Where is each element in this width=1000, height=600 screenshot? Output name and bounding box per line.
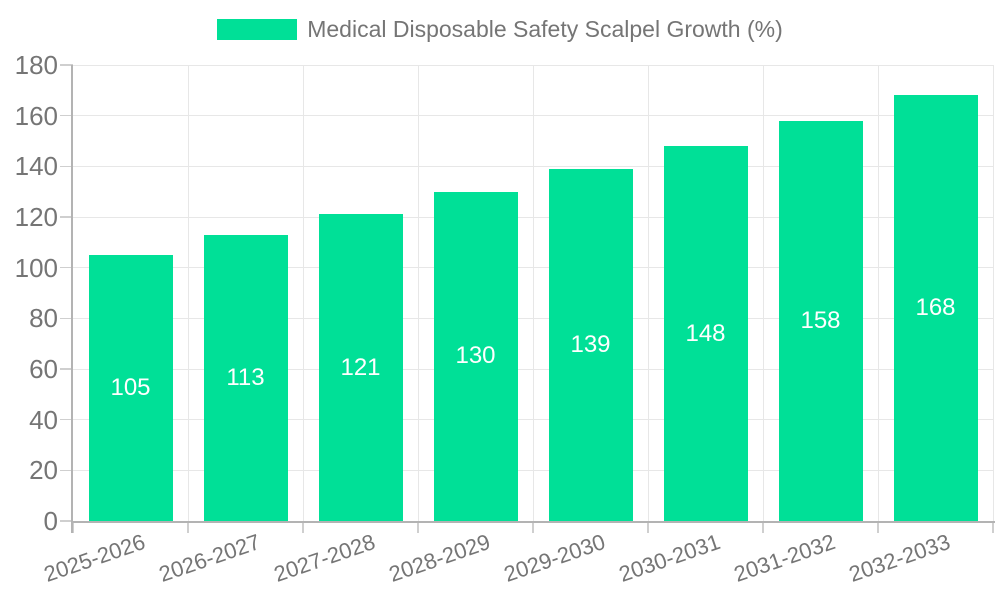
y-tick	[60, 216, 73, 218]
y-tick	[60, 317, 73, 320]
bar: 158	[778, 120, 863, 521]
bar: 113	[203, 234, 288, 521]
x-axis-tick-label: 2031-2032	[731, 529, 839, 587]
legend[interactable]: Medical Disposable Safety Scalpel Growth…	[0, 16, 1000, 43]
x-tick	[417, 521, 419, 533]
y-axis-tick-label: 60	[29, 354, 58, 384]
bar: 105	[88, 255, 173, 521]
bar-value-label: 121	[340, 353, 381, 381]
bar-value-label: 113	[226, 363, 265, 391]
bar: 121	[318, 214, 403, 521]
bar: 148	[663, 146, 748, 521]
x-gridline	[992, 65, 994, 521]
bar-value-label: 168	[915, 294, 956, 322]
y-tick	[60, 165, 73, 168]
bar: 130	[433, 191, 518, 521]
x-tick	[877, 521, 879, 533]
bar: 168	[893, 95, 978, 521]
x-tick	[72, 521, 74, 533]
y-tick	[60, 64, 73, 66]
y-tick	[60, 469, 73, 472]
x-axis-tick-label: 2028-2029	[386, 529, 494, 587]
x-gridline	[187, 65, 189, 521]
x-tick	[187, 521, 189, 533]
bar-value-label: 158	[800, 306, 841, 334]
x-gridline	[877, 65, 879, 521]
x-gridline	[417, 65, 419, 521]
x-tick	[992, 521, 994, 533]
x-tick	[762, 521, 764, 533]
y-axis-tick-label: 160	[14, 100, 58, 131]
y-axis-tick-label: 140	[14, 151, 58, 182]
y-axis-tick-label: 20	[29, 455, 58, 486]
y-tick	[60, 114, 73, 117]
legend-swatch	[217, 19, 298, 40]
x-gridline	[532, 65, 534, 521]
y-axis-tick-label: 0	[43, 506, 58, 536]
bar-value-label: 130	[455, 342, 496, 370]
x-tick	[302, 521, 304, 533]
y-axis-tick-label: 40	[29, 404, 58, 435]
x-gridline	[762, 65, 764, 521]
x-tick	[647, 521, 649, 533]
x-tick	[532, 521, 534, 533]
y-axis-tick-label: 80	[29, 303, 58, 334]
y-axis-tick-label: 100	[14, 252, 58, 283]
x-gridline	[302, 65, 304, 521]
y-tick	[60, 368, 73, 370]
bar: 139	[548, 168, 633, 521]
y-axis-tick-label: 120	[14, 202, 58, 232]
x-axis-tick-label: 2032-2033	[846, 529, 954, 587]
x-axis-line	[71, 520, 995, 523]
bar-value-label: 105	[110, 374, 151, 401]
y-axis-tick-label: 180	[14, 50, 58, 80]
x-axis-tick-label: 2025-2026	[41, 529, 149, 587]
y-tick	[60, 266, 73, 269]
y-tick	[60, 418, 73, 421]
x-axis-tick-label: 2026-2027	[156, 529, 264, 587]
legend-label: Medical Disposable Safety Scalpel Growth…	[307, 16, 783, 42]
bar-value-label: 139	[570, 330, 611, 358]
x-gridline	[647, 65, 649, 521]
bar-value-label: 148	[685, 319, 726, 347]
x-axis-tick-label: 2027-2028	[271, 529, 379, 587]
x-axis-tick-label: 2029-2030	[501, 529, 609, 587]
y-tick	[60, 520, 73, 522]
y-axis-line	[71, 65, 73, 533]
x-axis-tick-label: 2030-2031	[616, 529, 724, 587]
